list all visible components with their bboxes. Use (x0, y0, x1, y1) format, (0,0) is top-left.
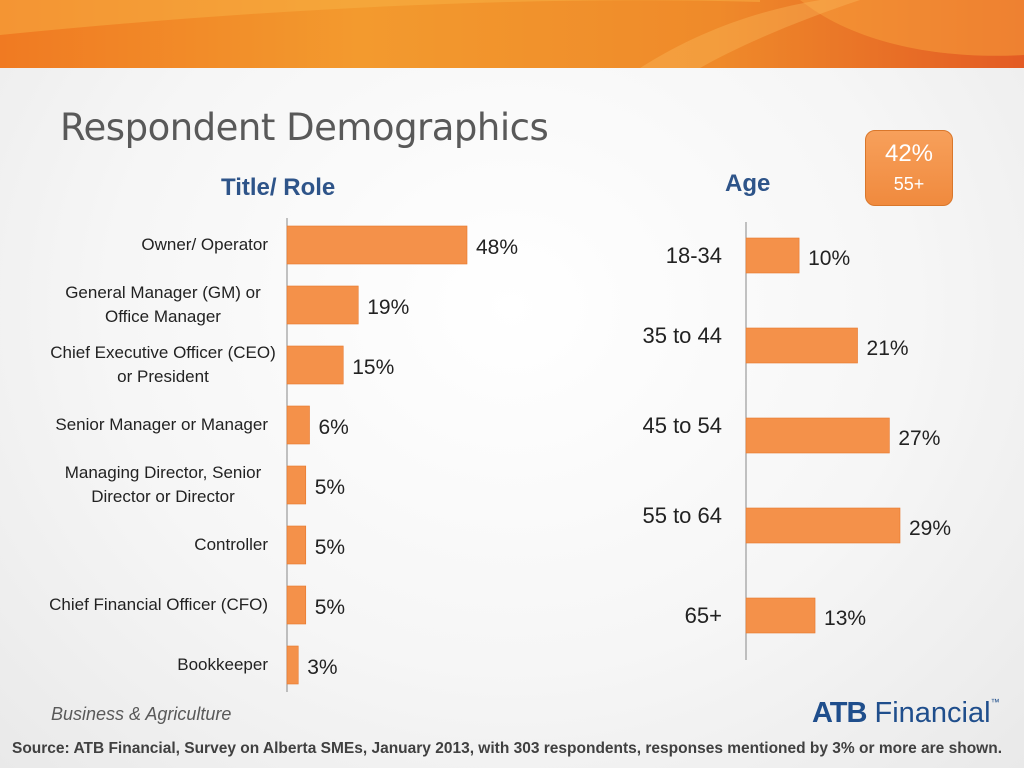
role-category-label-4-0: Managing Director, Senior (65, 463, 262, 482)
age-bar-0 (745, 237, 800, 274)
role-category-label-3-0: Senior Manager or Manager (55, 415, 268, 434)
role-category-label-2-0: Chief Executive Officer (CEO) (50, 343, 275, 362)
role-bar-2 (286, 345, 344, 385)
age-bar-1 (745, 327, 858, 364)
age-value-label-1: 21% (867, 337, 909, 360)
role-bar-3 (286, 405, 310, 445)
role-bar-6 (286, 585, 307, 625)
logo-trademark: ™ (990, 697, 1000, 707)
role-bar-1 (286, 285, 359, 325)
role-value-label-6: 5% (315, 596, 345, 619)
source-note: Source: ATB Financial, Survey on Alberta… (12, 740, 1002, 757)
age-category-label-4: 65+ (685, 603, 722, 628)
role-bar-0 (286, 225, 468, 265)
role-category-label-2-1: or President (117, 367, 209, 386)
role-value-label-7: 3% (307, 656, 337, 679)
role-category-label-1-1: Office Manager (105, 307, 221, 326)
logo-atb: ATB (812, 697, 867, 729)
age-value-label-0: 10% (808, 247, 850, 270)
atb-financial-logo: ATB Financial™ (812, 697, 1000, 730)
role-value-label-3: 6% (319, 416, 349, 439)
header-banner (0, 0, 1024, 68)
role-value-label-0: 48% (476, 236, 518, 259)
age-category-label-1: 35 to 44 (642, 323, 722, 348)
age-bar-3 (745, 507, 901, 544)
role-value-label-1: 19% (367, 296, 409, 319)
business-agriculture-label: Business & Agriculture (51, 704, 232, 724)
age-chart-title: Age (725, 170, 771, 197)
role-category-label-5-0: Controller (194, 535, 268, 554)
role-category-label-7-0: Bookkeeper (177, 655, 268, 674)
age-bar-2 (745, 417, 890, 454)
role-value-label-4: 5% (315, 476, 345, 499)
age-value-label-3: 29% (909, 517, 951, 540)
role-category-label-4-1: Director or Director (91, 487, 235, 506)
role-bar-7 (286, 645, 299, 685)
logo-financial: Financial (874, 697, 991, 729)
age-category-label-2: 45 to 54 (642, 413, 722, 438)
age-55-plus-badge: 42% 55+ (865, 130, 953, 206)
role-bar-5 (286, 525, 307, 565)
age-value-label-4: 13% (824, 607, 866, 630)
badge-value: 42% (884, 140, 934, 167)
role-value-label-2: 15% (352, 356, 394, 379)
page-title: Respondent Demographics (60, 106, 549, 149)
role-category-label-1-0: General Manager (GM) or (65, 283, 261, 302)
age-bar-4 (745, 597, 816, 634)
age-value-label-2: 27% (898, 427, 940, 450)
role-category-label-0-0: Owner/ Operator (141, 235, 268, 254)
title-role-chart-title: Title/ Role (221, 174, 336, 201)
role-category-label-6-0: Chief Financial Officer (CFO) (49, 595, 268, 614)
badge-label: 55+ (893, 174, 925, 194)
role-value-label-5: 5% (315, 536, 345, 559)
role-bar-4 (286, 465, 307, 505)
age-category-label-3: 55 to 64 (642, 503, 722, 528)
age-category-label-0: 18-34 (666, 243, 722, 268)
